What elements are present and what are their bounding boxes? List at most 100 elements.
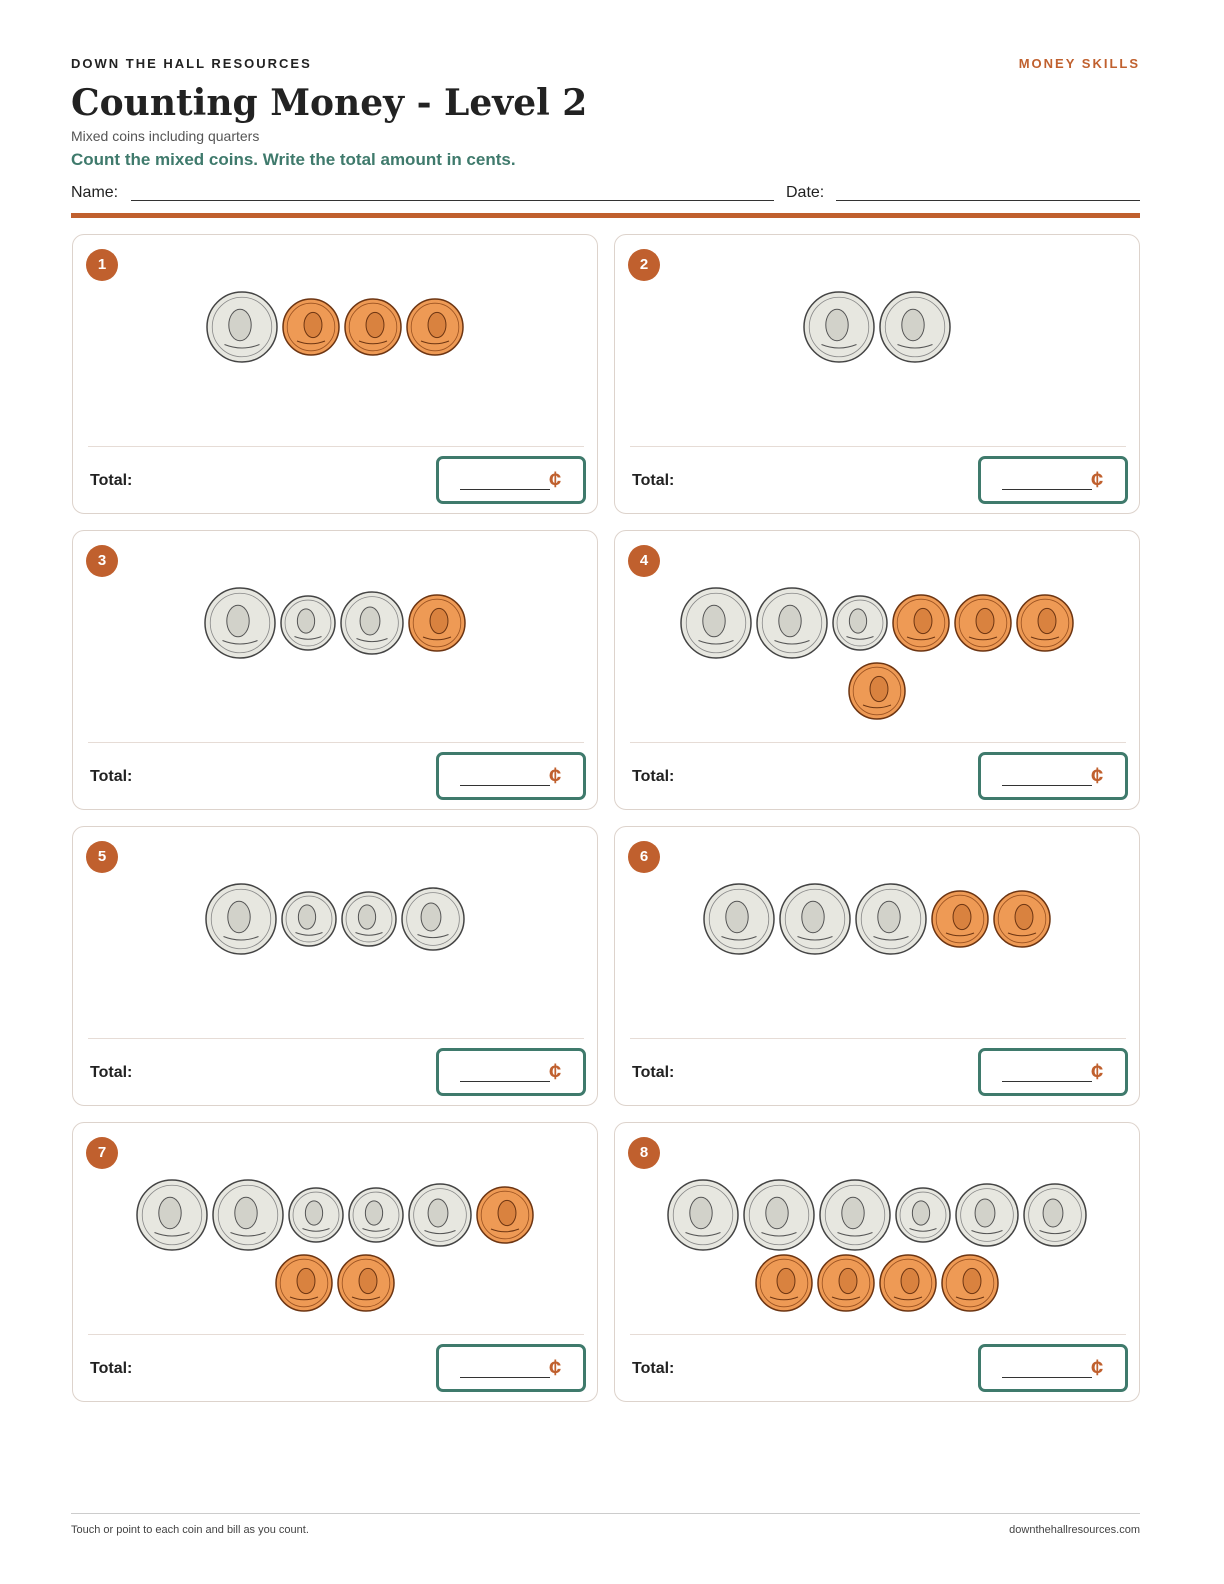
separator <box>630 1334 1126 1335</box>
subtitle: Mixed coins including quarters <box>71 128 260 144</box>
instructions: Count the mixed coins. Write the total a… <box>71 150 516 169</box>
answer-line <box>460 785 550 786</box>
coin-detail <box>778 604 802 638</box>
coin-detail <box>359 606 381 636</box>
penny <box>344 298 402 356</box>
answer-box: ¢ <box>978 1344 1128 1392</box>
coin-detail <box>158 1196 182 1230</box>
brand: DOWN THE HALL RESOURCES <box>71 56 312 71</box>
penny <box>879 1254 937 1312</box>
coin-detail <box>224 344 260 349</box>
coin-detail <box>234 1196 258 1230</box>
problem-card: 4 Total: ¢ <box>614 530 1140 810</box>
coin-detail <box>846 636 874 640</box>
problem-number: 8 <box>628 1137 660 1169</box>
coin-detail <box>284 599 332 647</box>
coin-detail <box>227 900 251 934</box>
coin-detail <box>776 1267 796 1295</box>
quarter <box>803 291 875 363</box>
answer-box: ¢ <box>978 456 1128 504</box>
unit: ¢ <box>1091 763 1104 788</box>
quarter <box>667 1179 739 1251</box>
unit: ¢ <box>1091 467 1104 492</box>
coin-detail <box>345 596 399 650</box>
problem-number: 2 <box>628 249 660 281</box>
coin-detail <box>230 1232 266 1237</box>
answer-box: ¢ <box>436 456 586 504</box>
problem-number: 5 <box>86 841 118 873</box>
coin-detail <box>974 1198 996 1228</box>
title: Counting Money - Level 2 <box>71 82 588 124</box>
coin-group <box>204 587 466 659</box>
coin-detail <box>975 607 995 635</box>
coin-detail <box>759 1258 809 1308</box>
quarter <box>680 587 752 659</box>
answer-line <box>460 1081 550 1082</box>
name-line <box>131 200 774 201</box>
coin-detail <box>702 604 726 638</box>
coin-group <box>206 291 464 363</box>
coin-detail <box>685 592 747 654</box>
coin-detail <box>422 636 452 641</box>
total-label: Total: <box>90 1064 133 1081</box>
problem-card: 1 Total: ¢ <box>72 234 598 514</box>
coin-detail <box>901 308 925 342</box>
coin-detail <box>285 895 333 943</box>
coin-detail <box>748 1184 810 1246</box>
coin-detail <box>784 888 846 950</box>
coin-detail <box>765 1196 789 1230</box>
problem-number: 3 <box>86 545 118 577</box>
coin-detail <box>296 608 316 634</box>
coin-detail <box>841 1196 865 1230</box>
unit: ¢ <box>549 1355 562 1380</box>
quarter <box>879 291 951 363</box>
coin-detail <box>294 636 322 640</box>
coin-detail <box>821 1258 871 1308</box>
coin-detail <box>412 598 462 648</box>
coin-detail <box>406 892 460 946</box>
answer-line <box>1002 489 1092 490</box>
coin-detail <box>825 308 849 342</box>
coin-detail <box>952 903 972 931</box>
coin-detail <box>968 636 998 641</box>
coin-detail <box>429 607 449 635</box>
quarter <box>819 1179 891 1251</box>
quarter <box>136 1179 208 1251</box>
unit: ¢ <box>549 467 562 492</box>
coin-detail <box>897 344 933 349</box>
problem-card: 2 Total: ¢ <box>614 234 1140 514</box>
coin-detail <box>358 1267 378 1295</box>
total-label: Total: <box>90 1360 133 1377</box>
coin-detail <box>292 1191 340 1239</box>
dime <box>280 595 336 651</box>
penny <box>941 1254 999 1312</box>
tag: MONEY SKILLS <box>1018 56 1140 71</box>
problem-card: 8 Total: ¢ <box>614 1122 1140 1402</box>
coin-detail <box>348 302 398 352</box>
problem-number: 7 <box>86 1137 118 1169</box>
coin-detail <box>420 340 450 345</box>
coin-detail <box>209 592 271 654</box>
coin-detail <box>211 296 273 358</box>
total-label: Total: <box>90 768 133 785</box>
coin-detail <box>497 1199 517 1227</box>
coin-group <box>136 1179 534 1312</box>
footer-site: downthehallresources.com <box>1009 1524 1140 1536</box>
coin-detail <box>427 311 447 339</box>
quarter <box>779 883 851 955</box>
coin-detail <box>689 1196 713 1230</box>
coin-detail <box>761 592 823 654</box>
total-label: Total: <box>632 1064 675 1081</box>
coin-detail <box>862 704 892 709</box>
penny <box>408 594 466 652</box>
penny <box>275 1254 333 1312</box>
coin-group <box>803 291 951 363</box>
coin-detail <box>958 598 1008 648</box>
coin-detail <box>1037 607 1057 635</box>
coin-detail <box>962 1267 982 1295</box>
coin-detail <box>141 1184 203 1246</box>
coin-detail <box>761 1232 797 1237</box>
coin-detail <box>860 888 922 950</box>
answer-line <box>460 489 550 490</box>
nickel <box>1023 1183 1087 1247</box>
